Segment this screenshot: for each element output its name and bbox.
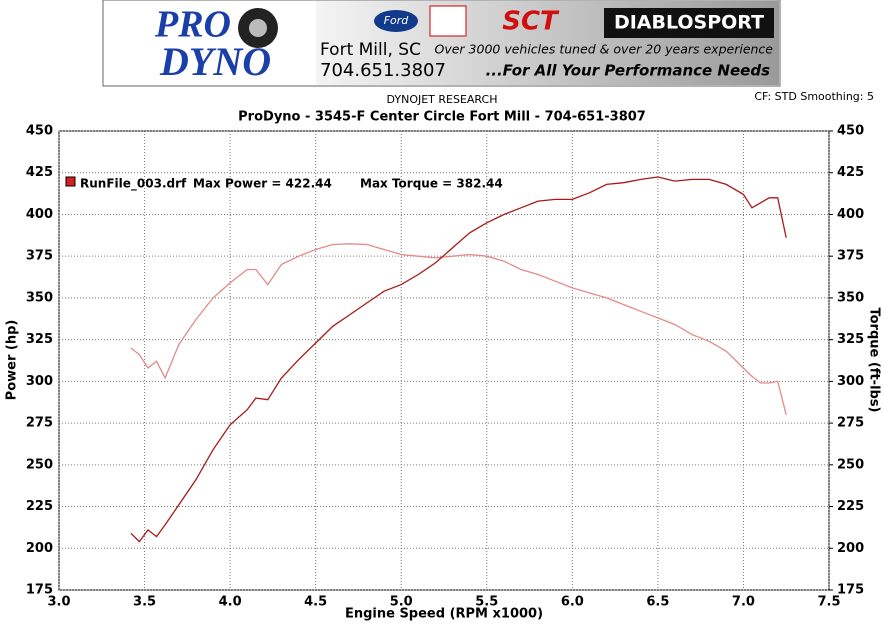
series-line (130, 243, 787, 415)
x-tick-label: 6.5 (646, 595, 669, 610)
x-tick-label: 3.0 (47, 595, 70, 610)
y-tick-label: 450 (26, 124, 53, 139)
settings: CF: STD Smoothing: 5 (754, 90, 874, 103)
y-tick-label: 400 (26, 207, 53, 222)
plot-area (58, 130, 830, 591)
y2-tick-label: 300 (837, 374, 864, 389)
y2-tick-label: 200 (837, 541, 864, 556)
legend: RunFile_003.drf Max Power = 422.44 Max T… (65, 176, 503, 192)
x-tick-label: 5.5 (475, 595, 498, 610)
y-tick-label: 200 (26, 541, 53, 556)
y-tick-label: 225 (26, 499, 53, 514)
y2-tick-label: 450 (837, 124, 864, 139)
y2-tick-label: 375 (837, 249, 864, 264)
diablo-text: DIABLOSPORT (614, 12, 764, 34)
tagline: Over 3000 vehicles tuned & over 20 years… (435, 42, 774, 57)
tire-icon (249, 19, 267, 37)
y2-tick-label: 275 (837, 416, 864, 431)
y2-axis-label: Torque (ft-lbs) (867, 307, 882, 412)
x-tick-label: 7.0 (732, 595, 755, 610)
x-tick-label: 4.0 (219, 595, 242, 610)
y2-tick-label: 225 (837, 499, 864, 514)
diablo-logo (604, 8, 774, 38)
x-tick-label: 5.0 (390, 595, 413, 610)
y-tick-label: 175 (26, 583, 53, 598)
y-tick-label: 425 (26, 165, 53, 180)
tagline: ...For All Your Performance Needs (486, 62, 770, 80)
ram-logo (429, 5, 467, 37)
y2-tick-label: 325 (837, 332, 864, 347)
y2-tick-label: 250 (837, 457, 864, 472)
y2-tick-label: 425 (837, 165, 864, 180)
y2-tick-label: 400 (837, 207, 864, 222)
x-tick-label: 3.5 (133, 595, 156, 610)
y2-tick-label: 175 (837, 583, 864, 598)
y-tick-label: 350 (26, 290, 53, 305)
ford-text: Ford (384, 14, 410, 27)
x-axis-label: Engine Speed (RPM x1000) (345, 607, 543, 622)
y-tick-label: 325 (26, 332, 53, 347)
y2-tick-label: 350 (837, 290, 864, 305)
y-tick-label: 300 (26, 374, 53, 389)
y-tick-label: 275 (26, 416, 53, 431)
source: DYNOJET RESEARCH (387, 93, 498, 106)
y-axis-label: Power (hp) (5, 320, 20, 401)
legend-file: RunFile_003.drf (80, 177, 187, 192)
legend-swatch (65, 176, 76, 187)
logo-text: PRO (154, 4, 231, 46)
sct-logo: SCT (502, 7, 560, 37)
legend-torque: Max Torque = 382.44 (360, 177, 503, 191)
chart-title: ProDyno - 3545-F Center Circle Fort Mill… (238, 110, 646, 125)
ford-logo (374, 10, 418, 32)
x-tick-label: 6.0 (561, 595, 584, 610)
series-line (130, 176, 787, 543)
phone: 704.651.3807 (320, 60, 446, 81)
x-tick-label: 4.5 (304, 595, 327, 610)
y-tick-label: 250 (26, 457, 53, 472)
city: Fort Mill, SC (320, 40, 421, 60)
y-tick-label: 375 (26, 249, 53, 264)
legend-power: Max Power = 422.44 (193, 177, 332, 191)
x-tick-label: 7.5 (817, 595, 840, 610)
